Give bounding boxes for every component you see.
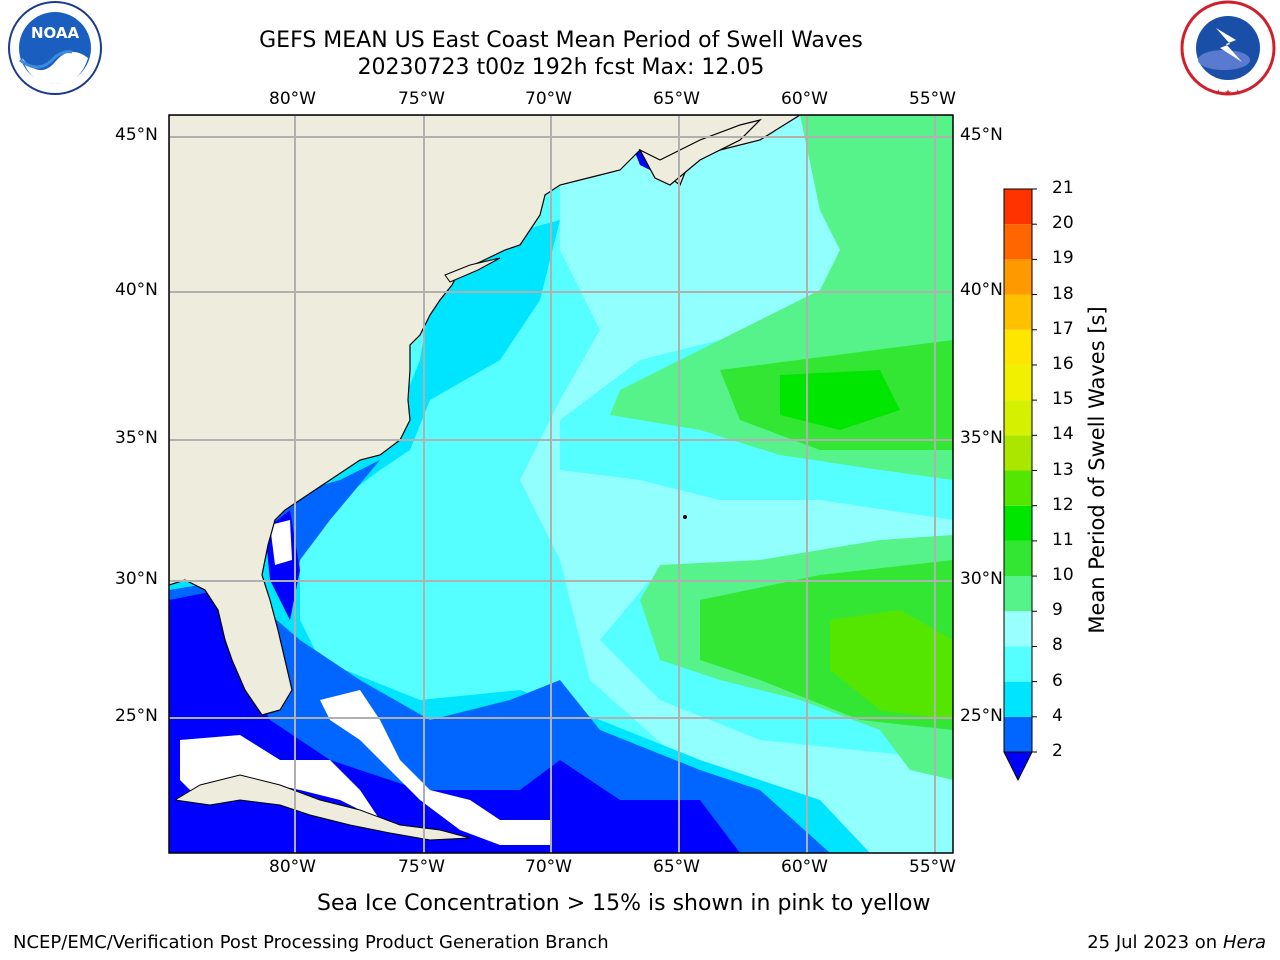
colorbar-swatch <box>1004 611 1032 647</box>
colorbar-swatch <box>1004 540 1032 577</box>
colorbar-swatch <box>1004 400 1032 436</box>
svg-text:★ ★ ★: ★ ★ ★ <box>1215 88 1242 97</box>
latitude-label: 30°N <box>960 569 1003 589</box>
colorbar-swatch <box>1004 329 1032 365</box>
longitude-label: 75°W <box>398 89 445 109</box>
colorbar-swatch <box>1004 294 1032 330</box>
cuba-land <box>173 774 471 841</box>
chart-subtitle: 20230723 t00z 192h fcst Max: 12.05 <box>357 55 765 80</box>
period-11-12-region-south <box>830 610 953 720</box>
longitude-label: 75°W <box>398 857 445 877</box>
latitude-label: 40°N <box>115 280 158 300</box>
colorbar-tick-label: 20 <box>1052 213 1074 234</box>
colorbar-tick-label: 9 <box>1052 600 1063 621</box>
colorbar-tick-label: 6 <box>1052 670 1063 691</box>
colorbar-tick-label: 11 <box>1052 529 1074 550</box>
colorbar-tick-label: 14 <box>1052 424 1074 445</box>
longitude-label: 55°W <box>909 89 956 109</box>
longitude-label: 80°W <box>269 857 316 877</box>
longitude-label: 70°W <box>525 857 572 877</box>
colorbar-tick-label: 17 <box>1052 318 1074 339</box>
longitude-label: 70°W <box>525 89 572 109</box>
longitude-label: 65°W <box>653 89 700 109</box>
colorbar-title: Mean Period of Swell Waves [s] <box>1085 306 1109 634</box>
chart-title: GEFS MEAN US East Coast Mean Period of S… <box>259 28 863 53</box>
no-data-bahamas <box>320 690 550 845</box>
longitude-label: 65°W <box>653 857 700 877</box>
latitude-label: 45°N <box>960 125 1003 145</box>
latitude-label: 25°N <box>960 706 1003 726</box>
map-field <box>169 115 953 853</box>
footer-credit: NCEP/EMC/Verification Post Processing Pr… <box>13 932 609 953</box>
latitude-label: 25°N <box>115 706 158 726</box>
noaa-logo: NOAA <box>8 1 102 95</box>
colorbar-tick-label: 2 <box>1052 741 1063 761</box>
colorbar-swatch <box>1004 681 1032 717</box>
no-data-cuba <box>180 735 380 820</box>
colorbar-under-arrow <box>1003 751 1033 782</box>
colorbar-tick-label: 18 <box>1052 283 1074 304</box>
latitude-label: 40°N <box>960 280 1003 300</box>
colorbar-swatch <box>1004 470 1032 506</box>
colorbar-swatch <box>1004 224 1032 260</box>
map-frame <box>168 114 954 854</box>
colorbar-tick-label: 13 <box>1052 459 1074 480</box>
colorbar-swatch <box>1004 576 1032 612</box>
colorbar-swatch <box>1004 364 1032 401</box>
longitude-label: 80°W <box>269 89 316 109</box>
colorbar-tick-label: 12 <box>1052 494 1074 515</box>
colorbar-swatch <box>1004 646 1032 682</box>
latitude-label: 35°N <box>115 428 158 448</box>
footer-date: 25 Jul 2023 on Hera <box>1087 932 1266 953</box>
colorbar-tick-label: 16 <box>1052 353 1074 374</box>
colorbar-swatch <box>1004 435 1032 471</box>
longitude-label: 55°W <box>909 857 956 877</box>
colorbar-tick-label: 8 <box>1052 635 1063 656</box>
colorbar-swatch <box>1004 505 1032 541</box>
sea-ice-note: Sea Ice Concentration > 15% is shown in … <box>317 891 931 916</box>
nws-logo: ★ ★ ★ <box>1180 0 1276 97</box>
footer-date-text: 25 Jul 2023 on <box>1087 932 1218 953</box>
period-11-12-region-north <box>780 370 900 430</box>
colorbar-tick-label: 4 <box>1052 705 1063 726</box>
colorbar-swatch <box>1004 259 1032 295</box>
latitude-label: 30°N <box>115 569 158 589</box>
colorbar-tick-label: 10 <box>1052 565 1074 586</box>
longitude-label: 60°W <box>781 89 828 109</box>
colorbar-tick-label: 21 <box>1052 178 1074 198</box>
noaa-logo-text: NOAA <box>31 24 80 42</box>
colorbar-swatch <box>1004 716 1032 752</box>
latitude-label: 45°N <box>115 125 158 145</box>
no-data-coast <box>270 520 292 565</box>
footer-machine: Hera <box>1222 932 1266 953</box>
colorbar-tick-label: 15 <box>1052 389 1074 410</box>
longitude-label: 60°W <box>781 857 828 877</box>
long-island-land <box>444 257 501 283</box>
bermuda-island <box>683 515 687 519</box>
colorbar-swatch <box>1004 189 1032 225</box>
colorbar-tick-label: 19 <box>1052 248 1074 269</box>
north-america-land <box>169 115 802 716</box>
latitude-label: 35°N <box>960 428 1003 448</box>
